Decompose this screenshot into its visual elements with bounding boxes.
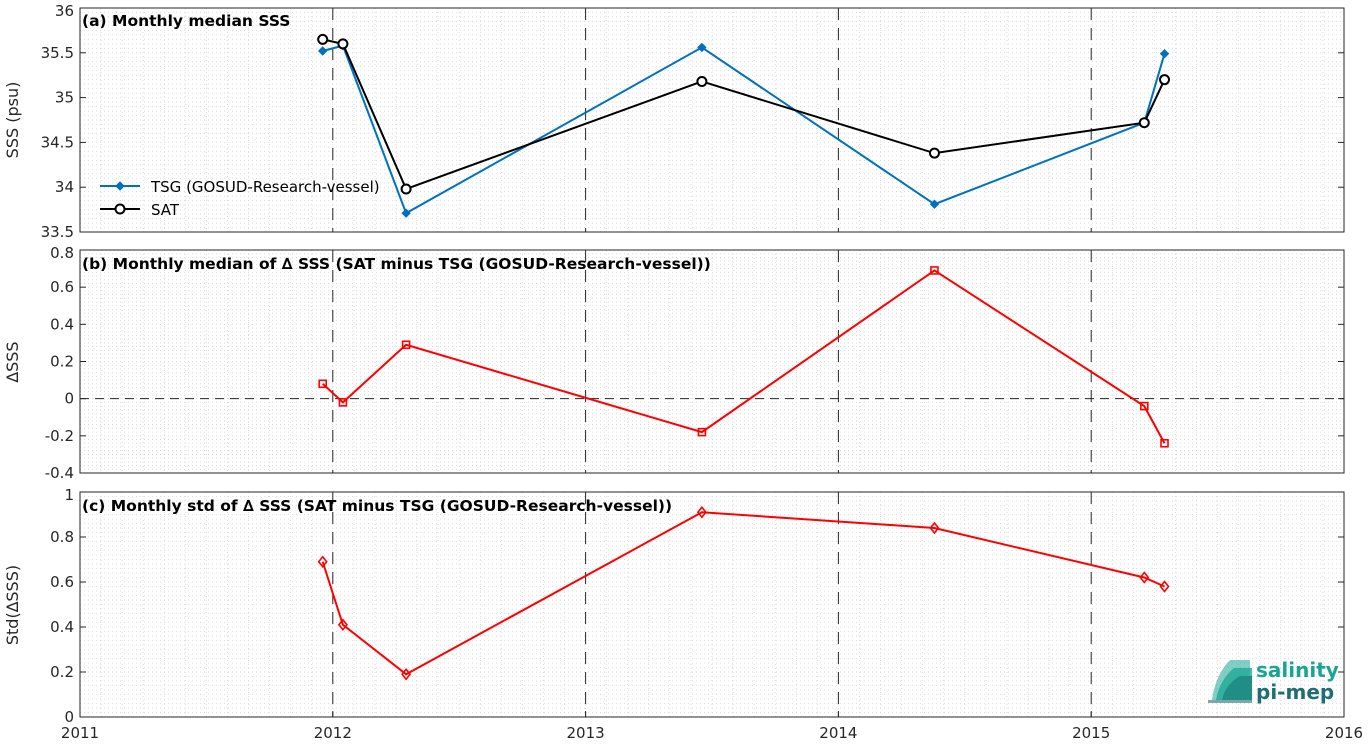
panel-c-year-lines [332,492,1092,717]
x-tick-label: 2012 [314,724,352,742]
panel-c-monthly-std-delta-sss: 00.20.40.60.81 2011 2012 2013 2014 2015 2016 … [3,486,1363,742]
panel-a-y-ticks: 33.5 34 34.5 35 35.5 36 [41,2,1344,241]
panel-c-series [317,505,1170,681]
data-point [1159,580,1170,593]
data-point [1160,438,1169,448]
series-line-0 [321,511,1165,676]
legend-sat-label: SAT [151,201,180,219]
salinity-pi-mep-logo: salinity pi-mep [1208,658,1339,704]
data-point [1159,74,1171,86]
data-point [928,147,940,159]
data-point [1139,401,1149,411]
panel-b-y-axis-label: ∆SSS [3,341,22,383]
y-tick-label: 34.5 [41,133,74,151]
data-point [338,398,348,407]
panel-c-grid [80,492,1344,717]
legend-sat-marker [114,203,126,215]
panel-b-y-ticks: -0.4 -0.2 0 0.2 0.4 0.6 0.8 [45,244,1344,482]
data-point [697,427,707,437]
logo-line1: salinity [1256,658,1339,682]
data-point [401,667,412,681]
legend-tsg-label: TSG (GOSUD-Research-vessel) [150,178,380,196]
y-tick-label: -0.4 [45,464,74,482]
data-point [1159,48,1170,59]
panel-c-frame [79,491,1345,718]
data-point [317,555,328,569]
data-point [1139,571,1150,584]
data-point [317,33,329,45]
data-point [696,505,707,519]
y-tick-label: 35.5 [41,44,74,62]
panel-b-year-lines [332,250,1092,473]
data-point [930,266,939,275]
panel-a-legend: TSG (GOSUD-Research-vessel) SAT [100,178,380,219]
x-tick-label: 2015 [1072,724,1110,742]
panel-a-frame [79,7,1345,233]
panel-c-x-ticks: 2011 2012 2013 2014 2015 2016 [61,711,1363,742]
panel-a-series [317,33,1171,218]
legend-tsg-marker [115,181,125,191]
data-point [929,521,940,535]
y-tick-label: 0 [64,708,74,726]
x-tick-label: 2014 [819,724,857,742]
data-point [317,46,328,56]
y-tick-label: 0.8 [50,528,74,546]
x-tick-label: 2016 [1325,724,1363,742]
data-point [337,38,349,50]
y-tick-label: -0.2 [45,427,74,445]
data-point [337,618,348,632]
series-line-0 [322,269,1166,444]
data-point [400,183,412,195]
y-tick-label: 0.4 [50,618,74,636]
panel-b-monthly-median-delta-sss: -0.4 -0.2 0 0.2 0.4 0.6 0.8 (b) Monthly median… [3,244,1345,482]
data-point [401,340,411,350]
data-point [1138,117,1150,129]
panel-c-title: (c) Monthly std of ∆ SSS (SAT minus TSG … [82,497,672,515]
logo-line2: pi-mep [1256,680,1334,704]
y-tick-label: 0.8 [50,244,74,262]
panel-b-series [318,266,1169,448]
panel-b-grid [80,250,1344,473]
y-tick-label: 34 [55,178,74,196]
data-point [318,379,327,389]
data-point [696,75,708,87]
data-point [401,208,411,218]
y-tick-label: 35 [55,89,74,107]
y-tick-label: 0.6 [50,278,74,296]
panel-a-monthly-median-sss: 33.5 34 34.5 35 35.5 36 (a) Monthly median SS… [3,2,1345,241]
y-tick-label: 0.4 [50,315,74,333]
x-tick-label: 2013 [567,724,605,742]
x-tick-label: 2011 [61,724,99,742]
panel-c-y-ticks: 0 0.2 0.4 0.6 0.8 1 [50,486,1344,726]
panel-b-title: (b) Monthly median of ∆ SSS (SAT minus T… [82,255,711,273]
y-tick-label: 0.6 [50,573,74,591]
panel-a-grid [80,8,1344,232]
panel-a-y-axis-label: SSS (psu) [3,82,22,159]
data-point [697,42,707,53]
y-tick-label: 0.2 [50,663,74,681]
y-tick-label: 1 [64,486,74,504]
y-tick-label: 33.5 [41,223,74,241]
panel-a-title: (a) Monthly median SSS [82,12,290,30]
panel-a-year-lines [332,8,1092,232]
data-point [929,199,940,209]
panel-c-y-axis-label: Std(∆SSS) [3,565,22,645]
wave-logo-icon [1208,660,1252,703]
y-tick-label: 0 [64,390,74,408]
y-tick-label: 36 [55,2,74,20]
y-tick-label: 0.2 [50,353,74,371]
